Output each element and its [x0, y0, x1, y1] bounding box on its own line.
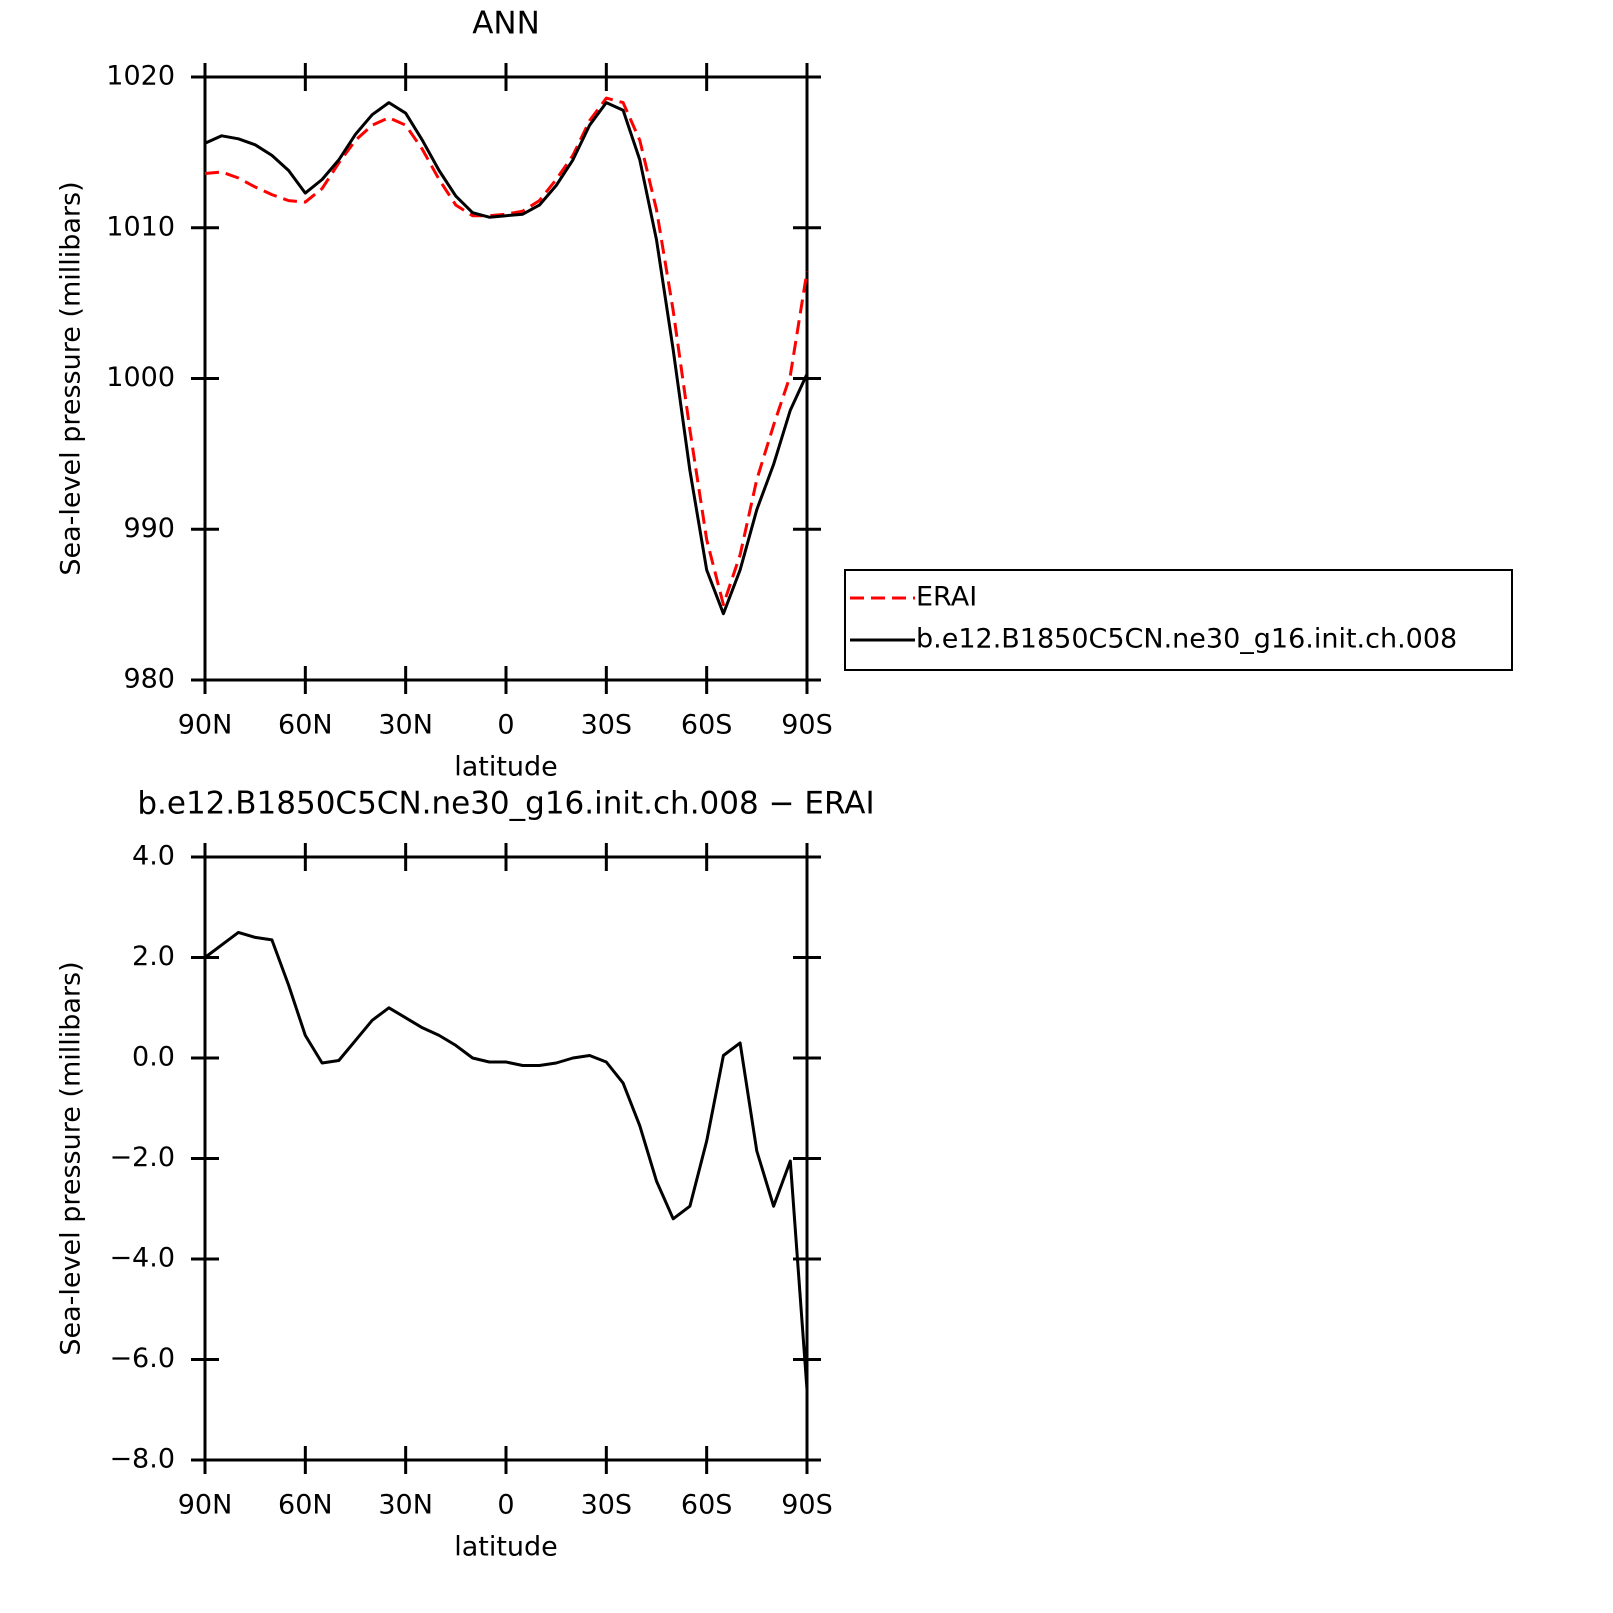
y-axis-label: Sea-level pressure (millibars): [56, 181, 87, 575]
x-tick-label: 60N: [278, 1490, 333, 1521]
y-tick-label: −2.0: [109, 1142, 175, 1173]
y-axis-label: Sea-level pressure (millibars): [56, 961, 87, 1355]
legend-label: ERAI: [916, 582, 977, 613]
legend-box: [844, 569, 1513, 671]
y-tick-label: 980: [123, 664, 175, 695]
x-axis-label: latitude: [454, 1532, 558, 1563]
data-line: [204, 930, 809, 1390]
y-tick-label: 1020: [106, 61, 175, 92]
x-tick-label: 30S: [581, 1490, 633, 1521]
x-tick-label: 60S: [681, 1490, 733, 1521]
x-tick-label: 30S: [581, 710, 633, 741]
y-tick-label: −4.0: [109, 1243, 175, 1274]
x-tick-label: 90S: [781, 1490, 833, 1521]
data-line: [204, 96, 809, 607]
x-tick-label: 90N: [178, 710, 233, 741]
y-tick-label: 0.0: [132, 1042, 175, 1073]
y-tick-label: 1000: [106, 362, 175, 393]
x-tick-label: 60S: [681, 710, 733, 741]
x-tick-label: 0: [497, 1490, 514, 1521]
x-tick-label: 90N: [178, 1490, 233, 1521]
x-tick-label: 60N: [278, 710, 333, 741]
legend-label: b.e12.B1850C5CN.ne30_g16.init.ch.008: [916, 624, 1457, 655]
plot-frame: [203, 855, 809, 1462]
x-axis-label: latitude: [454, 752, 558, 783]
data-line: [204, 101, 809, 616]
x-tick-label: 0: [497, 710, 514, 741]
y-tick-label: −6.0: [109, 1343, 175, 1374]
y-tick-label: 2.0: [132, 941, 175, 972]
y-tick-label: 990: [123, 513, 175, 544]
y-tick-label: 4.0: [132, 841, 175, 872]
y-tick-label: −8.0: [109, 1444, 175, 1475]
chart-title: ANN: [472, 6, 540, 42]
plot-frame: [203, 75, 809, 682]
x-tick-label: 30N: [378, 710, 433, 741]
y-tick-label: 1010: [106, 211, 175, 242]
chart-title: b.e12.B1850C5CN.ne30_g16.init.ch.008 − E…: [137, 786, 874, 822]
x-tick-label: 30N: [378, 1490, 433, 1521]
x-tick-label: 90S: [781, 710, 833, 741]
